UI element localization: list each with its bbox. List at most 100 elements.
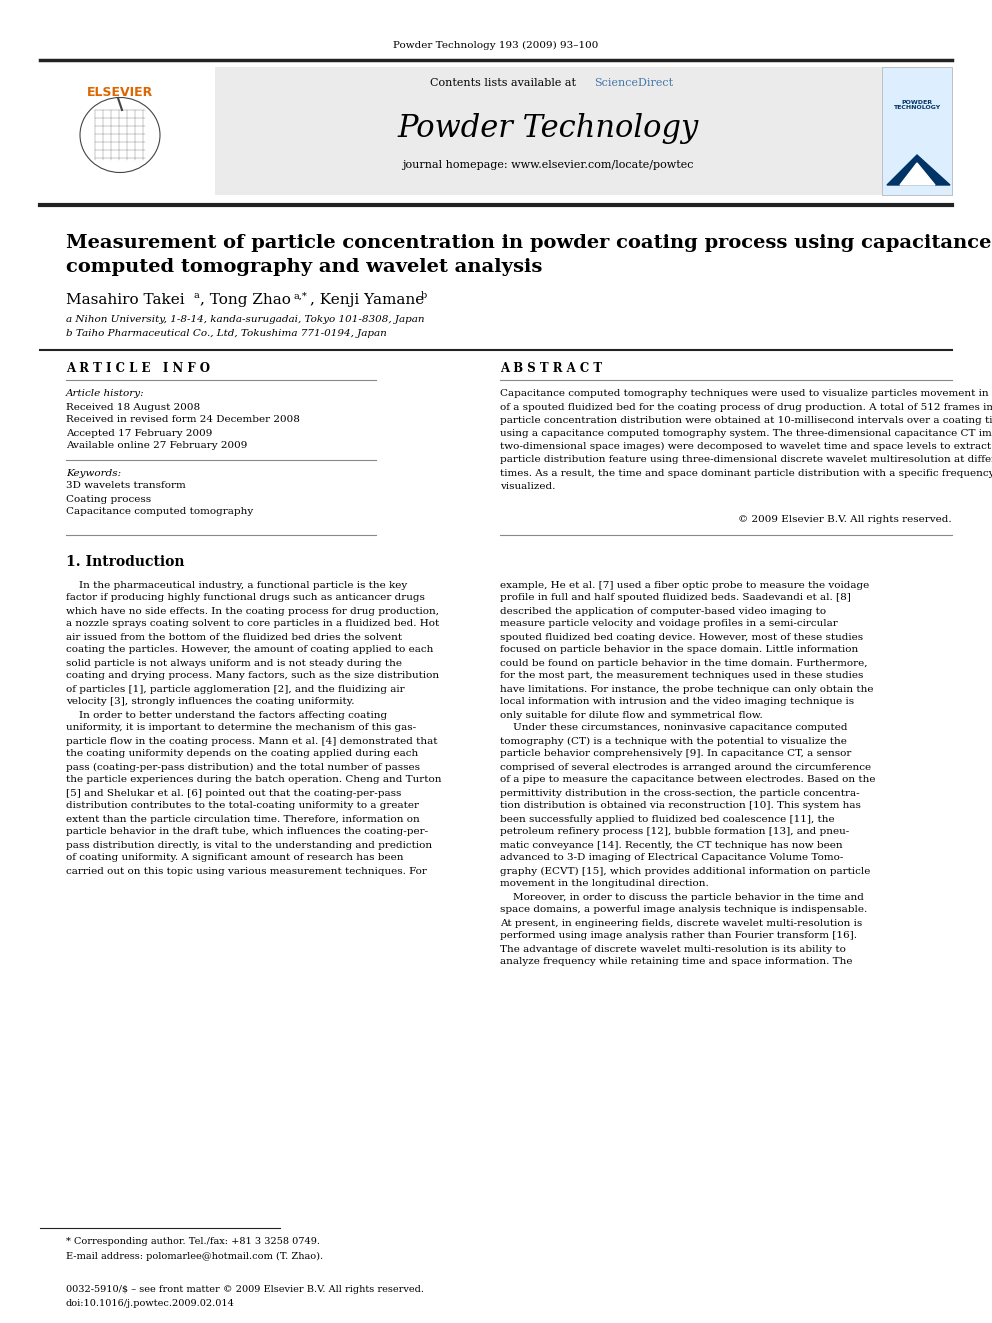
Text: of a pipe to measure the capacitance between electrodes. Based on the: of a pipe to measure the capacitance bet… <box>500 775 876 785</box>
Text: profile in full and half spouted fluidized beds. Saadevandi et al. [8]: profile in full and half spouted fluidiz… <box>500 594 851 602</box>
Text: matic conveyance [14]. Recently, the CT technique has now been: matic conveyance [14]. Recently, the CT … <box>500 840 842 849</box>
Text: air issued from the bottom of the fluidized bed dries the solvent: air issued from the bottom of the fluidi… <box>66 632 402 642</box>
Text: 3D wavelets transform: 3D wavelets transform <box>66 482 186 491</box>
Text: performed using image analysis rather than Fourier transform [16].: performed using image analysis rather th… <box>500 931 857 941</box>
Text: could be found on particle behavior in the time domain. Furthermore,: could be found on particle behavior in t… <box>500 659 867 668</box>
Text: [5] and Shelukar et al. [6] pointed out that the coating-per-pass: [5] and Shelukar et al. [6] pointed out … <box>66 789 402 798</box>
Text: Available online 27 February 2009: Available online 27 February 2009 <box>66 442 247 451</box>
Text: particle behavior in the draft tube, which influences the coating-per-: particle behavior in the draft tube, whi… <box>66 827 429 836</box>
Text: space domains, a powerful image analysis technique is indispensable.: space domains, a powerful image analysis… <box>500 905 867 914</box>
Text: coating and drying process. Many factors, such as the size distribution: coating and drying process. Many factors… <box>66 672 439 680</box>
Text: visualized.: visualized. <box>500 482 556 491</box>
Text: graphy (ECVT) [15], which provides additional information on particle: graphy (ECVT) [15], which provides addit… <box>500 867 870 876</box>
Text: Keywords:: Keywords: <box>66 468 121 478</box>
Text: particle concentration distribution were obtained at 10-millisecond intervals ov: particle concentration distribution were… <box>500 415 992 425</box>
Text: coating the particles. However, the amount of coating applied to each: coating the particles. However, the amou… <box>66 646 434 655</box>
Text: movement in the longitudinal direction.: movement in the longitudinal direction. <box>500 880 708 889</box>
Text: ELSEVIER: ELSEVIER <box>87 86 153 98</box>
Text: Contents lists available at: Contents lists available at <box>430 78 579 89</box>
Text: , Tong Zhao: , Tong Zhao <box>200 292 296 307</box>
Text: have limitations. For instance, the probe technique can only obtain the: have limitations. For instance, the prob… <box>500 684 874 693</box>
Text: 1. Introduction: 1. Introduction <box>66 556 185 569</box>
Text: petroleum refinery process [12], bubble formation [13], and pneu-: petroleum refinery process [12], bubble … <box>500 827 849 836</box>
Text: pass (coating-per-pass distribution) and the total number of passes: pass (coating-per-pass distribution) and… <box>66 762 420 771</box>
Text: computed tomography and wavelet analysis: computed tomography and wavelet analysis <box>66 258 543 277</box>
Text: © 2009 Elsevier B.V. All rights reserved.: © 2009 Elsevier B.V. All rights reserved… <box>738 516 952 524</box>
Text: * Corresponding author. Tel./fax: +81 3 3258 0749.: * Corresponding author. Tel./fax: +81 3 … <box>66 1237 320 1246</box>
Text: of a spouted fluidized bed for the coating process of drug production. A total o: of a spouted fluidized bed for the coati… <box>500 402 992 411</box>
Text: Received 18 August 2008: Received 18 August 2008 <box>66 402 200 411</box>
Bar <box>882 67 952 194</box>
Text: particle distribution feature using three-dimensional discrete wavelet multireso: particle distribution feature using thre… <box>500 455 992 464</box>
Text: POWDER
TECHNOLOGY: POWDER TECHNOLOGY <box>894 99 940 110</box>
Text: Powder Technology 193 (2009) 93–100: Powder Technology 193 (2009) 93–100 <box>393 41 599 49</box>
Text: local information with intrusion and the video imaging technique is: local information with intrusion and the… <box>500 697 854 706</box>
Text: particle behavior comprehensively [9]. In capacitance CT, a sensor: particle behavior comprehensively [9]. I… <box>500 750 851 758</box>
Bar <box>215 67 882 194</box>
Text: , Kenji Yamane: , Kenji Yamane <box>310 292 430 307</box>
Text: using a capacitance computed tomography system. The three-dimensional capacitanc: using a capacitance computed tomography … <box>500 429 992 438</box>
Text: measure particle velocity and voidage profiles in a semi-circular: measure particle velocity and voidage pr… <box>500 619 838 628</box>
Text: a: a <box>194 291 199 300</box>
Text: the particle experiences during the batch operation. Cheng and Turton: the particle experiences during the batc… <box>66 775 441 785</box>
Text: two-dimensional space images) were decomposed to wavelet time and space levels t: two-dimensional space images) were decom… <box>500 442 992 451</box>
Text: Capacitance computed tomography: Capacitance computed tomography <box>66 508 253 516</box>
Text: Powder Technology: Powder Technology <box>398 112 698 143</box>
Text: of particles [1], particle agglomeration [2], and the fluidizing air: of particles [1], particle agglomeration… <box>66 684 405 693</box>
Polygon shape <box>887 155 950 185</box>
Text: solid particle is not always uniform and is not steady during the: solid particle is not always uniform and… <box>66 659 402 668</box>
Text: only suitable for dilute flow and symmetrical flow.: only suitable for dilute flow and symmet… <box>500 710 763 720</box>
Text: E-mail address: polomarlee@hotmail.com (T. Zhao).: E-mail address: polomarlee@hotmail.com (… <box>66 1252 323 1261</box>
Text: the coating uniformity depends on the coating applied during each: the coating uniformity depends on the co… <box>66 750 419 758</box>
Text: Measurement of particle concentration in powder coating process using capacitanc: Measurement of particle concentration in… <box>66 234 991 251</box>
Text: Article history:: Article history: <box>66 389 145 398</box>
Text: a Nihon University, 1-8-14, kanda-surugadai, Tokyo 101-8308, Japan: a Nihon University, 1-8-14, kanda-suruga… <box>66 315 425 324</box>
Polygon shape <box>900 163 935 185</box>
Bar <box>40 67 215 194</box>
Text: tomography (CT) is a technique with the potential to visualize the: tomography (CT) is a technique with the … <box>500 737 847 746</box>
Text: In order to better understand the factors affecting coating: In order to better understand the factor… <box>66 710 387 720</box>
Text: factor if producing highly functional drugs such as anticancer drugs: factor if producing highly functional dr… <box>66 594 425 602</box>
Text: uniformity, it is important to determine the mechanism of this gas-: uniformity, it is important to determine… <box>66 724 416 733</box>
Text: A R T I C L E   I N F O: A R T I C L E I N F O <box>66 361 210 374</box>
Text: Masahiro Takei: Masahiro Takei <box>66 292 189 307</box>
Text: Under these circumstances, noninvasive capacitance computed: Under these circumstances, noninvasive c… <box>500 724 847 733</box>
Text: a,*: a,* <box>294 291 308 300</box>
Text: ScienceDirect: ScienceDirect <box>594 78 674 89</box>
Text: The advantage of discrete wavelet multi-resolution is its ability to: The advantage of discrete wavelet multi-… <box>500 945 846 954</box>
Text: 0032-5910/$ – see front matter © 2009 Elsevier B.V. All rights reserved.: 0032-5910/$ – see front matter © 2009 El… <box>66 1286 424 1294</box>
Text: tion distribution is obtained via reconstruction [10]. This system has: tion distribution is obtained via recons… <box>500 802 861 811</box>
Text: Coating process: Coating process <box>66 495 151 504</box>
Text: analyze frequency while retaining time and space information. The: analyze frequency while retaining time a… <box>500 958 852 967</box>
Text: of coating uniformity. A significant amount of research has been: of coating uniformity. A significant amo… <box>66 853 404 863</box>
Text: spouted fluidized bed coating device. However, most of these studies: spouted fluidized bed coating device. Ho… <box>500 632 863 642</box>
Text: A B S T R A C T: A B S T R A C T <box>500 361 602 374</box>
Text: distribution contributes to the total-coating uniformity to a greater: distribution contributes to the total-co… <box>66 802 419 811</box>
Text: Received in revised form 24 December 2008: Received in revised form 24 December 200… <box>66 415 300 425</box>
Text: which have no side effects. In the coating process for drug production,: which have no side effects. In the coati… <box>66 606 439 615</box>
Text: described the application of computer-based video imaging to: described the application of computer-ba… <box>500 606 826 615</box>
Text: example, He et al. [7] used a fiber optic probe to measure the voidage: example, He et al. [7] used a fiber opti… <box>500 581 869 590</box>
Text: focused on particle behavior in the space domain. Little information: focused on particle behavior in the spac… <box>500 646 858 655</box>
Text: velocity [3], strongly influences the coating uniformity.: velocity [3], strongly influences the co… <box>66 697 354 706</box>
Text: extent than the particle circulation time. Therefore, information on: extent than the particle circulation tim… <box>66 815 420 823</box>
Text: b Taiho Pharmaceutical Co., Ltd, Tokushima 771-0194, Japan: b Taiho Pharmaceutical Co., Ltd, Tokushi… <box>66 329 387 339</box>
Text: been successfully applied to fluidized bed coalescence [11], the: been successfully applied to fluidized b… <box>500 815 834 823</box>
Text: permittivity distribution in the cross-section, the particle concentra-: permittivity distribution in the cross-s… <box>500 789 860 798</box>
Text: At present, in engineering fields, discrete wavelet multi-resolution is: At present, in engineering fields, discr… <box>500 918 862 927</box>
Text: times. As a result, the time and space dominant particle distribution with a spe: times. As a result, the time and space d… <box>500 468 992 478</box>
Text: doi:10.1016/j.powtec.2009.02.014: doi:10.1016/j.powtec.2009.02.014 <box>66 1298 235 1307</box>
Text: comprised of several electrodes is arranged around the circumference: comprised of several electrodes is arran… <box>500 762 871 771</box>
Text: carried out on this topic using various measurement techniques. For: carried out on this topic using various … <box>66 867 427 876</box>
Text: journal homepage: www.elsevier.com/locate/powtec: journal homepage: www.elsevier.com/locat… <box>402 160 693 169</box>
Text: Moreover, in order to discuss the particle behavior in the time and: Moreover, in order to discuss the partic… <box>500 893 864 901</box>
Text: particle flow in the coating process. Mann et al. [4] demonstrated that: particle flow in the coating process. Ma… <box>66 737 437 745</box>
Text: b: b <box>421 291 428 300</box>
Text: Capacitance computed tomography techniques were used to visualize particles move: Capacitance computed tomography techniqu… <box>500 389 992 398</box>
Text: a nozzle sprays coating solvent to core particles in a fluidized bed. Hot: a nozzle sprays coating solvent to core … <box>66 619 439 628</box>
Text: In the pharmaceutical industry, a functional particle is the key: In the pharmaceutical industry, a functi… <box>66 581 408 590</box>
Text: Accepted 17 February 2009: Accepted 17 February 2009 <box>66 429 212 438</box>
Text: for the most part, the measurement techniques used in these studies: for the most part, the measurement techn… <box>500 672 863 680</box>
Text: advanced to 3-D imaging of Electrical Capacitance Volume Tomo-: advanced to 3-D imaging of Electrical Ca… <box>500 853 843 863</box>
Text: pass distribution directly, is vital to the understanding and prediction: pass distribution directly, is vital to … <box>66 840 433 849</box>
